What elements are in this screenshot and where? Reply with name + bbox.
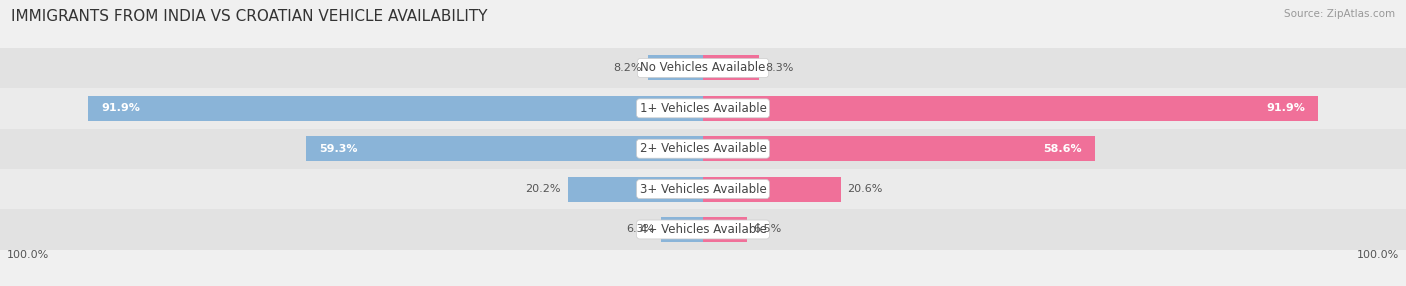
Bar <box>648 55 703 80</box>
Bar <box>703 96 1319 121</box>
Bar <box>703 55 759 80</box>
Bar <box>703 176 841 202</box>
Text: 3+ Vehicles Available: 3+ Vehicles Available <box>640 182 766 196</box>
Text: 58.6%: 58.6% <box>1043 144 1083 154</box>
Text: No Vehicles Available: No Vehicles Available <box>640 61 766 74</box>
Text: 100.0%: 100.0% <box>7 251 49 261</box>
Bar <box>0 48 1406 88</box>
Text: 6.3%: 6.3% <box>626 225 654 235</box>
Text: 6.5%: 6.5% <box>754 225 782 235</box>
Text: 20.2%: 20.2% <box>526 184 561 194</box>
Bar <box>0 128 1406 169</box>
Text: 91.9%: 91.9% <box>1265 103 1305 113</box>
Bar <box>703 217 747 242</box>
Bar <box>661 217 703 242</box>
Text: 8.3%: 8.3% <box>765 63 793 73</box>
Text: 1+ Vehicles Available: 1+ Vehicles Available <box>640 102 766 115</box>
Bar <box>568 176 703 202</box>
Text: 91.9%: 91.9% <box>101 103 141 113</box>
Text: 8.2%: 8.2% <box>613 63 641 73</box>
Bar <box>87 96 703 121</box>
Bar <box>307 136 703 161</box>
Bar <box>703 136 1095 161</box>
Text: 2+ Vehicles Available: 2+ Vehicles Available <box>640 142 766 155</box>
Text: 20.6%: 20.6% <box>848 184 883 194</box>
Text: Source: ZipAtlas.com: Source: ZipAtlas.com <box>1284 9 1395 19</box>
Text: 4+ Vehicles Available: 4+ Vehicles Available <box>640 223 766 236</box>
Text: IMMIGRANTS FROM INDIA VS CROATIAN VEHICLE AVAILABILITY: IMMIGRANTS FROM INDIA VS CROATIAN VEHICL… <box>11 9 488 23</box>
Bar <box>0 209 1406 250</box>
Text: 100.0%: 100.0% <box>1357 251 1399 261</box>
Text: 59.3%: 59.3% <box>319 144 359 154</box>
Bar <box>0 169 1406 209</box>
Bar <box>0 88 1406 128</box>
